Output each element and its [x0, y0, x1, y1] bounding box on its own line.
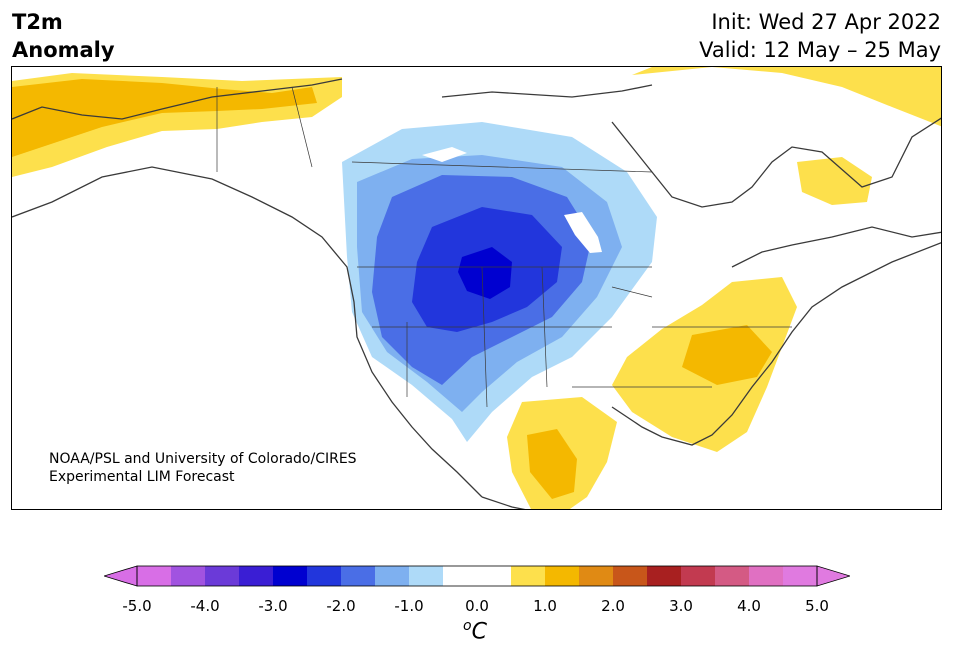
init-date: Init: Wed 27 Apr 2022 [711, 10, 941, 34]
colorbar-cell [613, 566, 648, 586]
colorbar-cell [171, 566, 206, 586]
forecast-dates: Init: Wed 27 Apr 2022 Valid: 12 May – 25… [699, 8, 941, 64]
colorbar-cell [205, 566, 240, 586]
warm-core-east [682, 325, 772, 385]
state-borders [216, 86, 792, 408]
colorbar-units: oC [463, 618, 487, 644]
colorbar-cell [783, 566, 818, 586]
colorbar-cell [681, 566, 716, 586]
colorbar-cell [137, 566, 172, 586]
colorbar-tick-label: 3.0 [669, 597, 693, 615]
colorbar-tick-label: -5.0 [122, 597, 152, 615]
colorbar-cell [647, 566, 682, 586]
colorbar-outline [136, 565, 818, 587]
anomaly-map [11, 66, 942, 510]
colorbar-cell [715, 566, 750, 586]
colorbar-tick-label: -3.0 [258, 597, 288, 615]
credit-line-2: Experimental LIM Forecast [49, 469, 235, 485]
colorbar-low-extend [104, 565, 138, 587]
colorbar-tick-label: 1.0 [533, 597, 557, 615]
colorbar-cells [137, 566, 818, 586]
cold-region-core [458, 247, 512, 299]
title-line-2: Anomaly [12, 38, 115, 62]
colorbar-tick-label: 4.0 [737, 597, 761, 615]
credit-text: NOAA/PSL and University of Colorado/CIRE… [49, 450, 357, 486]
warm-region-greenland [632, 67, 941, 127]
units-degree: o [463, 618, 472, 634]
colorbar-cell [477, 566, 512, 586]
map-title: T2m Anomaly [12, 8, 115, 64]
colorbar-tick-label: -4.0 [190, 597, 220, 615]
units-letter: C [471, 619, 487, 645]
colorbar-cell [443, 566, 478, 586]
colorbar-cell [239, 566, 274, 586]
colorbar-cell [545, 566, 580, 586]
coastline [12, 78, 941, 509]
colorbar-cell [307, 566, 342, 586]
colorbar-tick-label: -2.0 [326, 597, 356, 615]
colorbar-cell [375, 566, 410, 586]
map-canvas [12, 67, 941, 509]
colorbar-cell [511, 566, 546, 586]
lake-winnipeg [564, 212, 602, 253]
valid-range: Valid: 12 May – 25 May [699, 38, 941, 62]
colorbar-tick-label: 0.0 [465, 597, 489, 615]
colorbar-cell [749, 566, 784, 586]
warm-region-labrador [797, 157, 872, 205]
colorbar-high-extend [816, 565, 850, 587]
colorbar-cell [409, 566, 444, 586]
colorbar-tick-label: 2.0 [601, 597, 625, 615]
warm-core-south [527, 429, 577, 499]
colorbar-tick-label: -1.0 [394, 597, 424, 615]
title-line-1: T2m [12, 10, 63, 34]
colorbar-cell [341, 566, 376, 586]
colorbar-cell [273, 566, 308, 586]
warm-core-alaska [12, 79, 317, 157]
colorbar-tick-label: 5.0 [805, 597, 829, 615]
lake-great-bear [422, 147, 467, 162]
credit-line-1: NOAA/PSL and University of Colorado/CIRE… [49, 451, 357, 467]
colorbar-ticks: -5.0 -4.0 -3.0 -2.0 -1.0 0.0 1.0 2.0 3.0 4.0 5.0 [0, 597, 953, 617]
colorbar [104, 565, 850, 587]
colorbar-cell [579, 566, 614, 586]
